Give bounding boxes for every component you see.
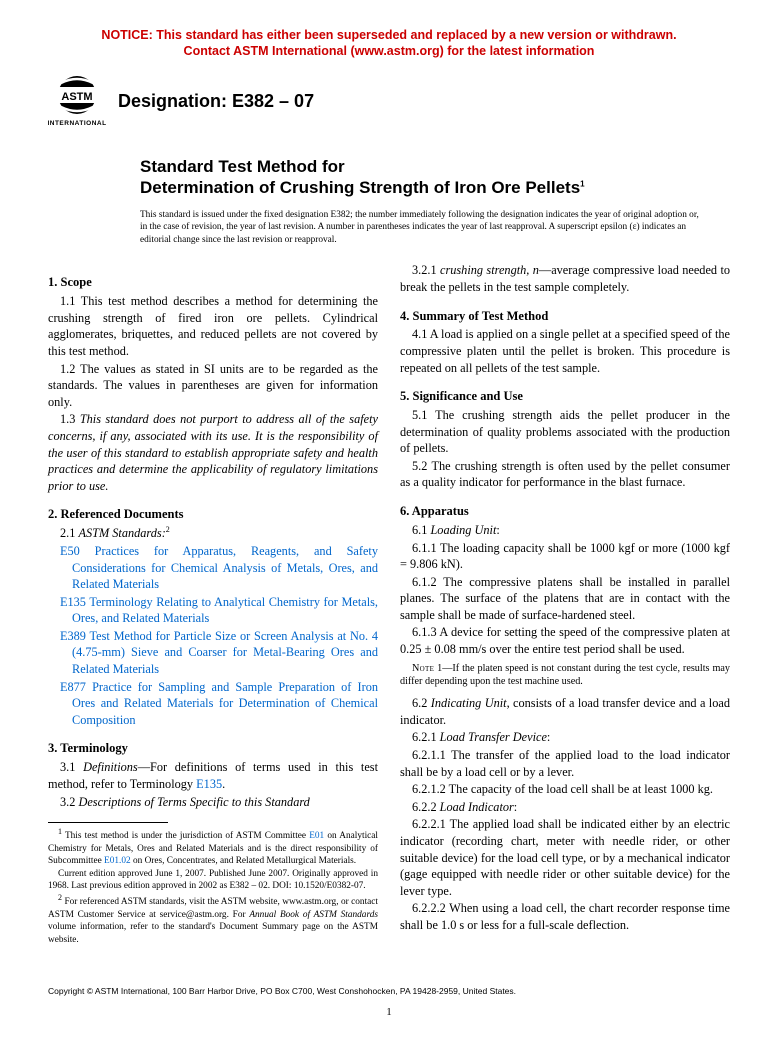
issued-note: This standard is issued under the fixed … [140, 209, 700, 247]
note-1: Note 1—If the platen speed is not consta… [400, 662, 730, 690]
footnote-1b: Current edition approved June 1, 2007. P… [48, 868, 378, 893]
notice-line-1: NOTICE: This standard has either been su… [101, 28, 676, 42]
notice-banner: NOTICE: This standard has either been su… [48, 28, 730, 59]
ref-link[interactable]: E50 [60, 544, 80, 558]
footnote-2: 2 For referenced ASTM standards, visit t… [48, 893, 378, 946]
para-6-2-1-2: 6.2.1.2 The capacity of the load cell sh… [400, 781, 730, 798]
svg-text:ASTM: ASTM [61, 91, 92, 103]
section-3-head: 3. Terminology [48, 740, 378, 757]
ref-link[interactable]: E389 [60, 629, 86, 643]
section-6-head: 6. Apparatus [400, 503, 730, 520]
ref-link[interactable]: E877 [60, 680, 86, 694]
para-3-2: 3.2 Descriptions of Terms Specific to th… [48, 794, 378, 811]
section-2-head: 2. Referenced Documents [48, 506, 378, 523]
ref-item: E135 Terminology Relating to Analytical … [60, 594, 378, 627]
para-1-3: 1.3 This standard does not purport to ad… [48, 411, 378, 494]
para-3-2-1: 3.2.1 crushing strength, n—average compr… [400, 262, 730, 295]
para-2-1: 2.1 ASTM Standards:2 [48, 525, 378, 542]
title-line-1: Standard Test Method for [140, 157, 730, 178]
header-row: ASTM INTERNATIONAL Designation: E382 – 0… [48, 73, 730, 129]
ref-link[interactable]: E135 [60, 595, 86, 609]
para-6-1-2: 6.1.2 The compressive platens shall be i… [400, 574, 730, 624]
document-page: NOTICE: This standard has either been su… [0, 0, 778, 1038]
footnote-rule [48, 822, 168, 823]
committee-link[interactable]: E01 [309, 831, 324, 841]
svg-text:INTERNATIONAL: INTERNATIONAL [48, 120, 106, 127]
para-6-2-2-1: 6.2.2.1 The applied load shall be indica… [400, 816, 730, 899]
para-6-2: 6.2 Indicating Unit, consists of a load … [400, 695, 730, 728]
astm-logo-icon: ASTM INTERNATIONAL [48, 73, 106, 129]
para-6-1-1: 6.1.1 The loading capacity shall be 1000… [400, 540, 730, 573]
footnote-1: 1 This test method is under the jurisdic… [48, 827, 378, 868]
title-footnote-ref: 1 [580, 179, 584, 188]
para-3-1: 3.1 Definitions—For definitions of terms… [48, 759, 378, 792]
para-1-1: 1.1 This test method describes a method … [48, 293, 378, 359]
section-5-head: 5. Significance and Use [400, 388, 730, 405]
para-5-2: 5.2 The crushing strength is often used … [400, 458, 730, 491]
terminology-link[interactable]: E135 [196, 777, 222, 791]
subcommittee-link[interactable]: E01.02 [104, 856, 131, 866]
designation-text: Designation: E382 – 07 [118, 91, 314, 112]
title-line-2: Determination of Crushing Strength of Ir… [140, 178, 730, 199]
right-column: 3.2.1 crushing strength, n—average compr… [400, 262, 730, 946]
body-columns: 1. Scope 1.1 This test method describes … [48, 262, 730, 946]
page-number: 1 [48, 1006, 730, 1018]
section-4-head: 4. Summary of Test Method [400, 308, 730, 325]
ref-item: E877 Practice for Sampling and Sample Pr… [60, 679, 378, 729]
para-6-2-2-2: 6.2.2.2 When using a load cell, the char… [400, 900, 730, 933]
para-6-2-1: 6.2.1 Load Transfer Device: [400, 729, 730, 746]
copyright-line: Copyright © ASTM International, 100 Barr… [48, 986, 730, 996]
para-1-2: 1.2 The values as stated in SI units are… [48, 361, 378, 411]
para-6-1-3: 6.1.3 A device for setting the speed of … [400, 624, 730, 657]
ref-item: E389 Test Method for Particle Size or Sc… [60, 628, 378, 678]
notice-line-2: Contact ASTM International (www.astm.org… [184, 44, 595, 58]
left-column: 1. Scope 1.1 This test method describes … [48, 262, 378, 946]
para-6-1: 6.1 Loading Unit: [400, 522, 730, 539]
para-5-1: 5.1 The crushing strength aids the pelle… [400, 407, 730, 457]
section-1-head: 1. Scope [48, 274, 378, 291]
para-4-1: 4.1 A load is applied on a single pellet… [400, 326, 730, 376]
para-6-2-1-1: 6.2.1.1 The transfer of the applied load… [400, 747, 730, 780]
title-block: Standard Test Method for Determination o… [140, 157, 730, 198]
ref-item: E50 Practices for Apparatus, Reagents, a… [60, 543, 378, 593]
para-6-2-2: 6.2.2 Load Indicator: [400, 799, 730, 816]
